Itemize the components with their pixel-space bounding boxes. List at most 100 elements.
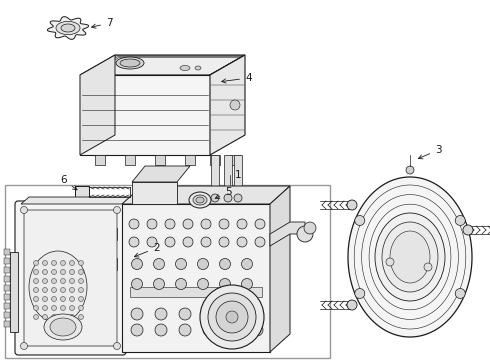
Circle shape (237, 237, 247, 247)
Circle shape (219, 219, 229, 229)
Circle shape (155, 308, 167, 320)
Circle shape (78, 297, 83, 302)
Polygon shape (211, 155, 219, 190)
Circle shape (216, 301, 248, 333)
Circle shape (43, 279, 48, 284)
FancyBboxPatch shape (15, 201, 126, 355)
Polygon shape (4, 312, 10, 318)
Circle shape (131, 279, 143, 289)
Circle shape (70, 315, 74, 320)
Circle shape (147, 219, 157, 229)
Circle shape (21, 342, 27, 350)
Circle shape (386, 258, 394, 266)
Polygon shape (4, 321, 10, 327)
Text: 1: 1 (235, 170, 242, 180)
Circle shape (51, 288, 56, 292)
Circle shape (129, 237, 139, 247)
Ellipse shape (180, 66, 190, 71)
Circle shape (297, 226, 313, 242)
Polygon shape (42, 228, 47, 240)
Circle shape (197, 258, 209, 270)
Circle shape (406, 166, 414, 174)
Circle shape (33, 306, 39, 310)
Polygon shape (80, 55, 115, 155)
Polygon shape (95, 155, 105, 165)
Circle shape (70, 288, 74, 292)
Polygon shape (21, 197, 131, 204)
Circle shape (203, 308, 215, 320)
Circle shape (203, 324, 215, 336)
Polygon shape (155, 155, 165, 165)
Circle shape (33, 279, 39, 284)
Circle shape (219, 237, 229, 247)
Ellipse shape (195, 66, 201, 70)
Circle shape (78, 270, 83, 274)
Circle shape (43, 261, 48, 266)
Polygon shape (122, 186, 290, 204)
Circle shape (129, 219, 139, 229)
Ellipse shape (120, 59, 140, 67)
Circle shape (131, 324, 143, 336)
Circle shape (114, 342, 121, 350)
Circle shape (347, 300, 357, 310)
Circle shape (43, 288, 48, 292)
Circle shape (355, 216, 365, 225)
Ellipse shape (375, 213, 445, 301)
Polygon shape (122, 204, 270, 352)
Circle shape (51, 279, 56, 284)
Ellipse shape (193, 195, 207, 205)
Polygon shape (109, 258, 117, 270)
Polygon shape (4, 249, 10, 255)
Circle shape (201, 219, 211, 229)
Circle shape (78, 315, 83, 320)
Polygon shape (270, 186, 290, 352)
Circle shape (51, 261, 56, 266)
Circle shape (242, 279, 252, 289)
Polygon shape (30, 216, 68, 224)
Ellipse shape (382, 222, 438, 292)
Polygon shape (75, 186, 89, 198)
Circle shape (242, 258, 252, 270)
Polygon shape (62, 26, 67, 29)
Polygon shape (125, 155, 135, 165)
Polygon shape (123, 197, 131, 349)
Circle shape (237, 219, 247, 229)
Circle shape (60, 315, 66, 320)
Circle shape (304, 222, 316, 234)
Circle shape (33, 288, 39, 292)
Polygon shape (4, 267, 10, 273)
Text: 4: 4 (221, 73, 252, 83)
Polygon shape (130, 287, 262, 297)
Circle shape (51, 297, 56, 302)
Circle shape (78, 279, 83, 284)
Polygon shape (48, 17, 89, 39)
Polygon shape (4, 276, 10, 282)
Circle shape (78, 261, 83, 266)
Circle shape (70, 297, 74, 302)
Polygon shape (210, 155, 220, 165)
Ellipse shape (44, 314, 82, 340)
Circle shape (424, 263, 432, 271)
Circle shape (255, 219, 265, 229)
Polygon shape (56, 21, 80, 35)
Circle shape (220, 279, 230, 289)
Polygon shape (270, 222, 305, 246)
Circle shape (347, 200, 357, 210)
Circle shape (179, 308, 191, 320)
Circle shape (153, 258, 165, 270)
Ellipse shape (189, 192, 211, 208)
Circle shape (114, 207, 121, 213)
Circle shape (78, 306, 83, 310)
Circle shape (197, 279, 209, 289)
Circle shape (183, 219, 193, 229)
Circle shape (211, 194, 219, 202)
Polygon shape (80, 55, 245, 75)
Circle shape (455, 288, 465, 298)
Polygon shape (234, 155, 242, 190)
Circle shape (201, 237, 211, 247)
Circle shape (33, 270, 39, 274)
Circle shape (33, 315, 39, 320)
Text: 5: 5 (215, 187, 232, 198)
Polygon shape (4, 303, 10, 309)
Ellipse shape (390, 231, 430, 283)
